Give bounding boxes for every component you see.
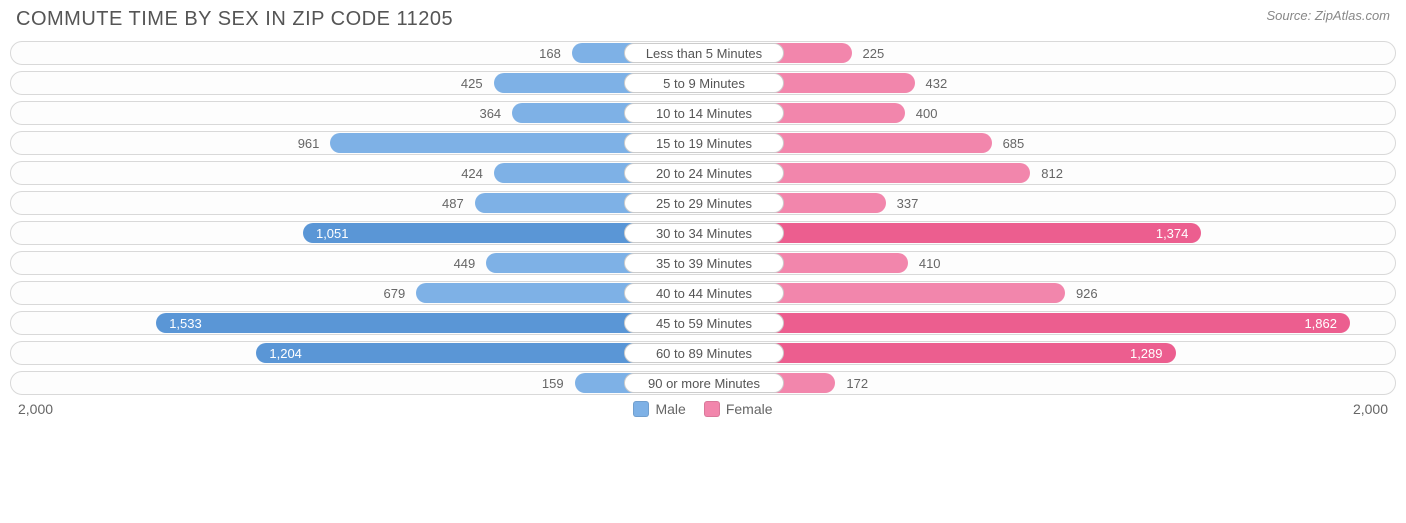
category-pill: 40 to 44 Minutes — [624, 283, 784, 303]
category-pill: 30 to 34 Minutes — [624, 223, 784, 243]
category-pill: 10 to 14 Minutes — [624, 103, 784, 123]
legend-label-female: Female — [726, 401, 773, 417]
chart-title: COMMUTE TIME BY SEX IN ZIP CODE 11205 — [16, 8, 453, 31]
chart-row: 35 to 39 Minutes 449 410 — [10, 251, 1396, 275]
category-pill: 5 to 9 Minutes — [624, 73, 784, 93]
value-label-male: 168 — [533, 42, 567, 66]
value-label-female: 410 — [913, 252, 947, 276]
axis-label-right: 2,000 — [1345, 401, 1396, 417]
legend-item-female: Female — [704, 401, 773, 417]
legend-swatch-female — [704, 401, 720, 417]
category-pill: Less than 5 Minutes — [624, 43, 784, 63]
bar-male — [156, 313, 703, 333]
legend-swatch-male — [633, 401, 649, 417]
value-label-female: 432 — [920, 72, 954, 96]
chart-header: COMMUTE TIME BY SEX IN ZIP CODE 11205 So… — [10, 8, 1396, 41]
value-label-male: 487 — [436, 192, 470, 216]
chart-row: 90 or more Minutes 159 172 — [10, 371, 1396, 395]
chart-footer: 2,000 Male Female 2,000 — [10, 395, 1396, 417]
chart-legend: Male Female — [61, 401, 1345, 417]
category-pill: 35 to 39 Minutes — [624, 253, 784, 273]
value-label-male: 1,204 — [263, 342, 308, 366]
value-label-male: 1,533 — [163, 312, 208, 336]
chart-container: COMMUTE TIME BY SEX IN ZIP CODE 11205 So… — [0, 0, 1406, 427]
chart-row: 40 to 44 Minutes 679 926 — [10, 281, 1396, 305]
value-label-male: 364 — [473, 102, 507, 126]
chart-source: Source: ZipAtlas.com — [1266, 8, 1390, 23]
value-label-male: 961 — [292, 132, 326, 156]
legend-label-male: Male — [655, 401, 685, 417]
axis-label-left: 2,000 — [10, 401, 61, 417]
value-label-female: 685 — [997, 132, 1031, 156]
category-pill: 45 to 59 Minutes — [624, 313, 784, 333]
category-pill: 15 to 19 Minutes — [624, 133, 784, 153]
value-label-male: 679 — [378, 282, 412, 306]
value-label-female: 812 — [1035, 162, 1069, 186]
value-label-male: 424 — [455, 162, 489, 186]
value-label-male: 425 — [455, 72, 489, 96]
value-label-female: 926 — [1070, 282, 1104, 306]
value-label-female: 1,374 — [1150, 222, 1195, 246]
value-label-male: 159 — [536, 372, 570, 396]
category-pill: 60 to 89 Minutes — [624, 343, 784, 363]
value-label-female: 1,862 — [1298, 312, 1343, 336]
value-label-female: 337 — [891, 192, 925, 216]
chart-row: 60 to 89 Minutes 1,204 1,289 — [10, 341, 1396, 365]
chart-rows: Less than 5 Minutes 168 225 5 to 9 Minutes 4… — [10, 41, 1396, 395]
chart-row: 15 to 19 Minutes 961 685 — [10, 131, 1396, 155]
category-pill: 20 to 24 Minutes — [624, 163, 784, 183]
chart-row: 45 to 59 Minutes 1,533 1,862 — [10, 311, 1396, 335]
chart-row: 30 to 34 Minutes 1,051 1,374 — [10, 221, 1396, 245]
value-label-female: 225 — [857, 42, 891, 66]
category-pill: 25 to 29 Minutes — [624, 193, 784, 213]
value-label-female: 172 — [840, 372, 874, 396]
value-label-male: 449 — [448, 252, 482, 276]
category-pill: 90 or more Minutes — [624, 373, 784, 393]
chart-row: 20 to 24 Minutes 424 812 — [10, 161, 1396, 185]
chart-row: 10 to 14 Minutes 364 400 — [10, 101, 1396, 125]
legend-item-male: Male — [633, 401, 685, 417]
chart-row: 25 to 29 Minutes 487 337 — [10, 191, 1396, 215]
value-label-female: 1,289 — [1124, 342, 1169, 366]
value-label-female: 400 — [910, 102, 944, 126]
bar-female — [703, 313, 1350, 333]
chart-row: 5 to 9 Minutes 425 432 — [10, 71, 1396, 95]
value-label-male: 1,051 — [310, 222, 355, 246]
chart-row: Less than 5 Minutes 168 225 — [10, 41, 1396, 65]
